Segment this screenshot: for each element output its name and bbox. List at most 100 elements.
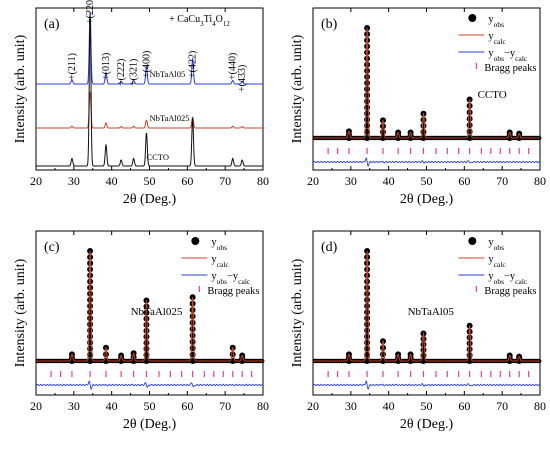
legend-label: Bragg peaks: [207, 286, 259, 297]
peak-index-label: +(220): [85, 0, 96, 24]
x-tick-label: 50: [144, 399, 156, 413]
yobs-point: [364, 67, 371, 74]
x-tick-label: 20: [30, 399, 42, 413]
x-tick-label: 40: [106, 399, 118, 413]
yobs-point: [189, 306, 196, 313]
yobs-point: [364, 61, 371, 68]
x-tick-label: 40: [106, 174, 118, 188]
legend-label-part: calc: [494, 260, 507, 269]
x-tick-label: 70: [496, 174, 508, 188]
yobs-point: [143, 339, 150, 346]
yobs-point: [379, 123, 386, 130]
peak-index-label: +(400): [141, 51, 152, 78]
yobs-points: [312, 25, 542, 141]
yobs-point: [87, 358, 94, 364]
compound-legend-part: 3: [200, 20, 204, 28]
legend-label-part: obs: [494, 20, 505, 29]
legend-label: yobs−ycalc: [488, 271, 528, 286]
ycalc-line: [313, 27, 540, 139]
x-tick-label: 60: [458, 174, 470, 188]
x-axis-label: 2θ (Deg.): [400, 192, 454, 207]
yobs-point: [364, 104, 371, 111]
x-tick-label: 60: [458, 399, 470, 413]
x-tick-label: 70: [219, 399, 231, 413]
yobs-point: [189, 319, 196, 326]
yobs-point: [364, 73, 371, 80]
legend-yobs-marker: [468, 237, 477, 245]
yobs-point: [87, 303, 94, 309]
yobs-point: [364, 272, 371, 279]
peak-index-label: +(440): [228, 53, 239, 80]
x-tick-label: 50: [144, 174, 156, 188]
legend-label: yobs: [211, 237, 227, 252]
panel-label: (d): [321, 240, 338, 255]
legend-label-part: y: [211, 254, 217, 265]
peak-index-label: +(321): [129, 59, 140, 86]
yobs-point: [364, 333, 371, 340]
legend-label-part: calc: [515, 54, 528, 63]
yobs-point: [364, 358, 371, 364]
legend-label-part: −y: [504, 271, 516, 282]
yobs-point: [364, 296, 371, 303]
x-tick-label: 80: [257, 174, 269, 188]
yobs-point: [189, 326, 196, 333]
compound-legend-part: 4: [212, 20, 216, 28]
legend-label-part: calc: [515, 277, 528, 286]
legend-label: Bragg peaks: [484, 286, 536, 297]
compound-legend-part: Ti: [204, 14, 213, 25]
legend-label: yobs: [488, 237, 504, 252]
compound-legend-part: 12: [223, 20, 231, 28]
yobs-point: [364, 309, 371, 316]
yobs-point: [364, 92, 371, 99]
legend-label-part: obs: [494, 277, 505, 286]
bragg-ticks: [327, 148, 530, 154]
compound-legend-part: + CaCu: [169, 14, 200, 25]
series-line-NbTaAl05: [36, 11, 263, 85]
yobs-point: [143, 358, 150, 364]
sample-name: CCTO: [478, 89, 507, 101]
yobs-point: [466, 358, 473, 364]
yobs-point: [87, 296, 94, 303]
yobs-point: [87, 315, 94, 322]
x-tick-label: 30: [68, 174, 80, 188]
legend-label-part: obs: [494, 54, 505, 63]
legend-label-part: y: [211, 271, 217, 282]
x-tick-label: 20: [30, 174, 42, 188]
legend-label-part: y: [488, 254, 494, 265]
legend-label: yobs−ycalc: [211, 271, 251, 286]
yobs-point: [87, 284, 94, 291]
legend-label-part: y: [211, 237, 217, 248]
x-tick-label: 30: [345, 174, 357, 188]
y-axis-label: Intensity (arb. unit): [13, 258, 28, 367]
yobs-point: [420, 341, 427, 348]
legend-label: ycalc: [488, 254, 506, 269]
panel-label: (c): [44, 240, 60, 255]
legend-label-part: calc: [494, 37, 507, 46]
ycalc-line: [36, 250, 263, 362]
x-tick-label: 70: [219, 174, 231, 188]
legend-label: yobs−ycalc: [488, 48, 528, 63]
yobs-point: [189, 358, 196, 364]
yobs-point: [364, 55, 371, 62]
yobs-point: [143, 333, 150, 340]
panel-c: 20 30 40 50 60 70 80 2θ (Deg.) Intensity (arb. u…: [13, 230, 269, 432]
yobs-point: [189, 345, 196, 352]
legend-label-part: calc: [217, 260, 230, 269]
yobs-point: [420, 122, 427, 129]
bragg-ticks: [50, 371, 253, 377]
yobs-point: [143, 309, 150, 316]
legend-label-part: Bragg peaks: [207, 286, 259, 297]
yobs-point: [466, 334, 473, 341]
sample-name: NbTaAl025: [131, 306, 183, 318]
legend-label-part: y: [488, 48, 494, 59]
x-tick-label: 50: [421, 174, 433, 188]
peak-index-label: +(433): [237, 65, 248, 92]
yobs-point: [229, 351, 236, 358]
yobs-point: [466, 135, 473, 141]
legend-label-part: −y: [227, 271, 239, 282]
yobs-point: [466, 340, 473, 347]
x-tick-label: 40: [383, 399, 395, 413]
series-line-NbTaAl025: [36, 91, 263, 129]
yobs-point: [364, 110, 371, 117]
yobs-point: [379, 129, 386, 136]
